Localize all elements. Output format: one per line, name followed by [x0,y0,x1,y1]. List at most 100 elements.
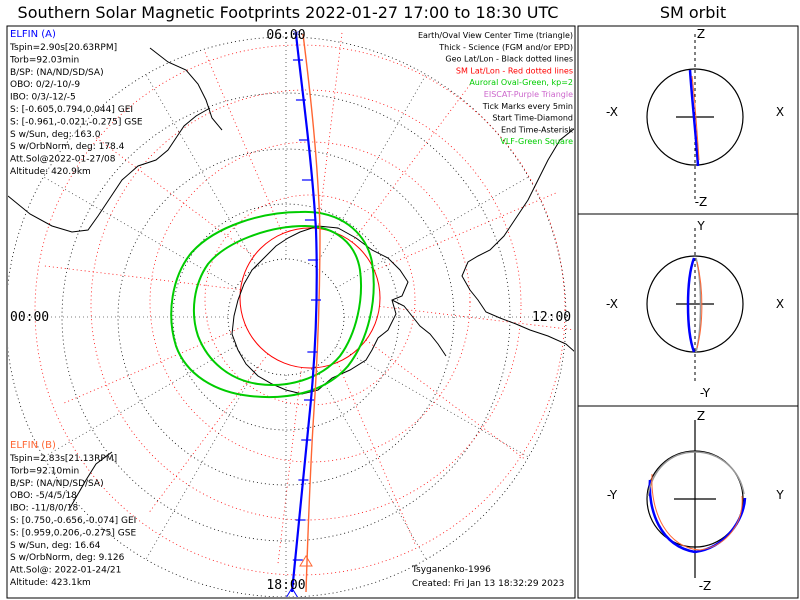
elfin-b-orbit-xy [696,261,703,349]
antarctica-coastline [231,225,409,395]
sm-meridian-line [374,191,559,271]
mlt-label-left: 00:00 [10,310,49,325]
panel2-top-label: Y [696,219,705,233]
sm-meridian-line [93,135,255,257]
orbit-panel-xz: Z -Z -X X [606,27,784,209]
sm-inner-ring [239,227,381,369]
panel2-left-label: -X [606,297,618,311]
polar-map: * 06:00 00:00 12:00 18:00 [8,28,574,597]
info-line: S: [0.959,0.206,-0.275] GSE [10,528,136,538]
elfin-a-orbit-xy [686,257,696,353]
elfin-b-info: ELFIN (B) Tspin=2.83s[21.13RPM] Torb=92.1… [9,440,136,588]
panel3-left-label: -Y [607,488,618,502]
created-label: Created: Fri Jan 13 18:32:29 2023 [412,579,564,589]
info-line: B/SP: (NA/ND/SD/SA) [10,68,104,78]
elfin-a-orbit-yz [648,479,747,554]
elfin-a-end-asterisk: * [293,29,300,44]
info-line: Torb=92.10min [9,466,79,476]
legend-entry: EISCAT-Purple Triangle [484,90,573,99]
info-line: Altitude: 423.1km [10,578,91,588]
auroral-oval-poleward [192,224,362,386]
figure-title: Southern Solar Magnetic Footprints 2022-… [18,3,559,22]
elfin-a-lines: Tspin=2.90s[20.63RPM] Torb=92.03min B/SP: … [9,43,143,177]
geo-meridian-line [336,175,531,289]
info-line: OBO: -5/4/5/18 [10,491,77,501]
elfin-a-orbit-xz [688,69,700,167]
elfin-b-orbit-yz [651,473,743,551]
panel2-bottom-label: -Y [700,386,711,400]
sm-grid-spokes [41,29,574,567]
geo-meridian-line [314,367,428,562]
geo-meridian-line [314,72,428,267]
sm-meridian-line [203,49,283,234]
sm-meridian-line [147,353,269,515]
new-zealand-coastline [69,451,113,509]
info-line: Altitude: 420.9km [10,167,91,177]
auroral-oval-equatorward [170,210,375,399]
info-line: B/SP: (NA/ND/SD/SA) [10,479,104,489]
legend-entry: Geo Lat/Lon - Black dotted lines [445,55,573,64]
sm-orbit-title: SM orbit [660,3,726,22]
sm-meridian-line [379,305,574,331]
geo-meridian-line [144,367,258,562]
panel3-top-label: Z [697,409,705,423]
sm-meridian-line [317,29,343,229]
sm-meridian-line [277,367,303,567]
legend-entry: Thick - Science (FGM and/or EPD) [438,43,573,52]
mlt-label-top: 06:00 [266,28,305,43]
legend-entry: Auroral Oval-Green, kp=2 [469,78,573,87]
sm-meridian-line [41,265,241,291]
elfin-a-track [290,33,318,593]
sm-meridian-line [351,81,473,243]
info-line: Tspin=2.90s[20.63RPM] [9,43,117,53]
legend-entry: SM Lat/Lon - Red dotted lines [456,66,573,75]
info-line: Tspin=2.83s[21.13RPM] [9,454,117,464]
geo-grid-spokes [8,35,568,597]
legend: Earth/Oval View Center Time (triangle) Th… [418,31,573,146]
info-line: OBO: 0/2/-10/-9 [10,80,80,90]
legend-entry: VLF-Green Square [500,137,573,146]
elfin-b-orbit-xz [691,75,700,161]
legend-entry: Earth/Oval View Center Time (triangle) [418,31,573,40]
orbit-panel-xy: Y -Y -X X [606,219,784,400]
info-line: Torb=92.03min [9,55,79,65]
elfin-a-orbit-yz-far [647,451,745,497]
mlt-label-right: 12:00 [532,310,571,325]
australia-coastline [149,47,223,131]
info-line: IBO: -11/8/0/18 [10,504,78,514]
panel3-bottom-label: -Z [699,579,712,593]
info-line: Att.Sol@2022-01-27/08 [10,155,116,165]
info-line: S w/OrbNorm, deg: 178.4 [10,142,125,152]
info-line: S w/OrbNorm, deg: 9.126 [10,553,125,563]
earth-circle-xz [646,68,744,166]
legend-entry: Tick Marks every 5min [482,102,573,111]
antarctic-peninsula [391,299,447,357]
info-line: S: [-0.961,-0.021,-0.275] GSE [10,117,143,127]
main-plot-frame [6,25,576,599]
panel1-bottom-label: -Z [695,195,708,209]
geo-meridian-line [144,72,258,267]
panel3-right-label: Y [775,488,784,502]
auroral-oval [170,210,375,399]
earth-circle-xy [646,255,744,353]
panel1-right-label: X [776,105,784,119]
panel1-top-label: Z [697,27,705,41]
legend-entry: End Time-Asterisk [501,125,573,134]
track-tick-marks [292,59,321,561]
elfin-b-header: ELFIN (B) [10,440,56,451]
elfin-b-lines: Tspin=2.83s[21.13RPM] Torb=92.10min B/SP: … [9,454,136,588]
orbit-panel-xz-frame [577,25,799,215]
orbit-panel-yz: Z -Z -Y Y [607,409,784,593]
south-america-coastline [461,128,574,352]
elfin-b-view-center-triangle [299,555,313,567]
elfin-a-view-center-triangle [286,587,298,597]
mlt-label-bottom: 18:00 [266,578,305,593]
info-line: S: [0.750,-0.656,-0.074] GEI [10,516,136,526]
info-line: S w/Sun, deg: 163.0 [10,130,101,140]
elfin-a-header: ELFIN (A) [10,29,56,40]
africa-coastline [8,107,211,233]
elfin-b-track [302,33,321,593]
panel1-left-label: -X [606,105,618,119]
panel2-right-label: X [776,297,784,311]
